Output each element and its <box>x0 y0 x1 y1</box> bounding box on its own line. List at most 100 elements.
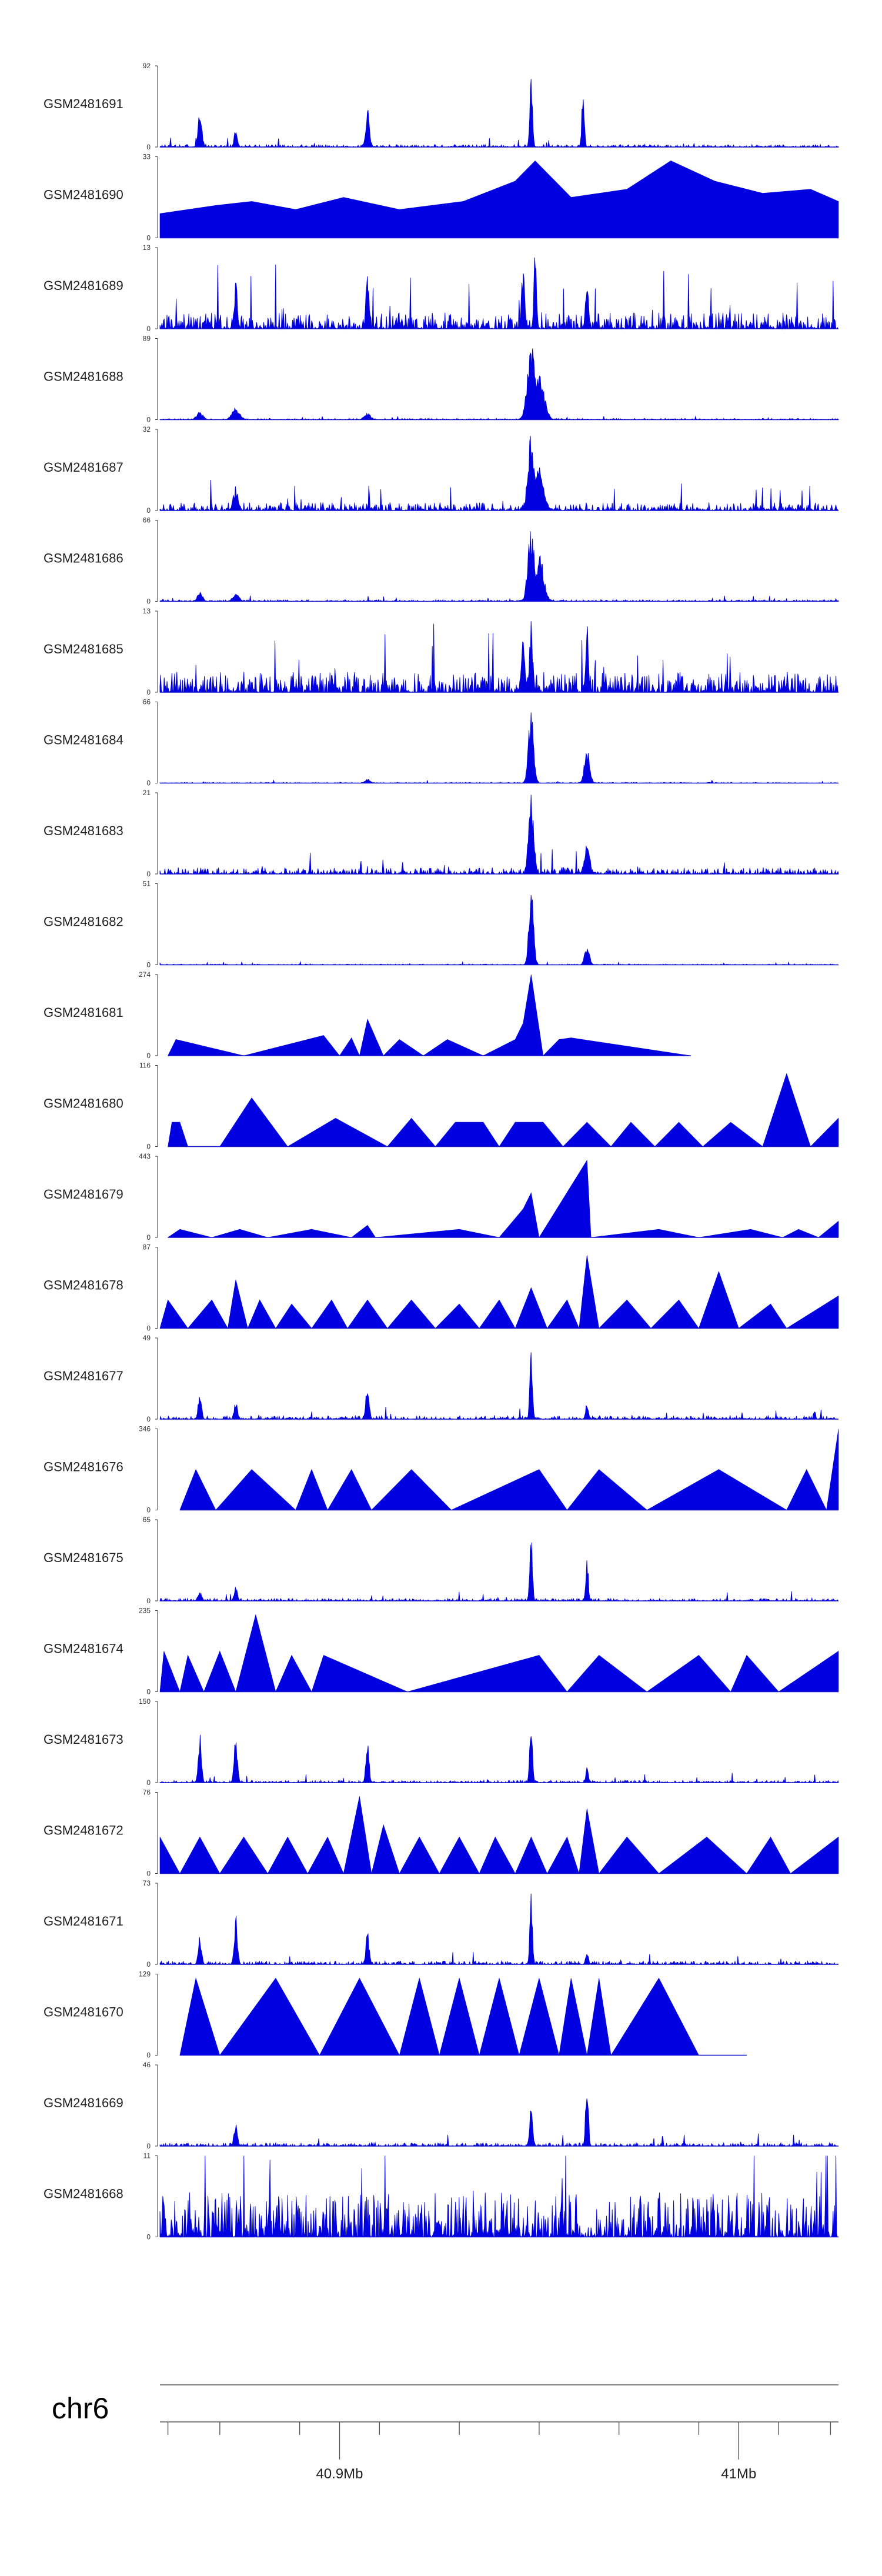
track-label: GSM2481687 <box>44 460 123 475</box>
track-ymin-label: 0 <box>146 1324 151 1333</box>
signal-area <box>159 348 839 421</box>
track-ymax-label: 129 <box>139 1970 151 1978</box>
track-ymin-label: 0 <box>146 506 151 515</box>
track-GSM2481681: GSM2481681 274 0 <box>44 970 691 1060</box>
track-label: GSM2481672 <box>44 1823 123 1838</box>
signal-area <box>159 895 838 966</box>
track-GSM2481683: GSM2481683 21 0 <box>44 789 839 878</box>
track-label: GSM2481688 <box>44 369 123 384</box>
track-ymax-label: 150 <box>139 1697 151 1706</box>
track-ymax-label: 235 <box>139 1607 151 1615</box>
track-ymin-label: 0 <box>146 143 151 151</box>
track-label: GSM2481671 <box>44 1914 123 1928</box>
track-label: GSM2481678 <box>44 1278 123 1293</box>
track-label: GSM2481685 <box>44 642 123 656</box>
signal-area <box>159 1796 839 1874</box>
signal-area <box>168 1073 839 1147</box>
signal-area <box>159 2098 838 2147</box>
signal-area <box>159 1255 839 1329</box>
track-GSM2481677: GSM2481677 49 0 <box>44 1334 839 1423</box>
track-ymax-label: 11 <box>143 2152 151 2160</box>
track-GSM2481682: GSM2481682 51 0 <box>44 880 838 969</box>
track-GSM2481674: GSM2481674 235 0 <box>44 1607 839 1696</box>
track-GSM2481673: GSM2481673 150 0 <box>44 1697 839 1787</box>
track-ymax-label: 89 <box>143 335 151 343</box>
track-label: GSM2481674 <box>44 1641 123 1656</box>
track-ymax-label: 33 <box>143 153 151 161</box>
tracks-layer: GSM2481691920GSM2481690330GSM2481689130G… <box>44 62 839 2241</box>
track-ymax-label: 73 <box>143 1879 151 1887</box>
track-label: GSM2481684 <box>44 733 123 748</box>
track-label: GSM2481677 <box>44 1369 123 1383</box>
track-ymax-label: 13 <box>143 243 151 252</box>
track-label: GSM2481668 <box>44 2187 123 2201</box>
track-GSM2481670: GSM2481670 129 0 <box>44 1970 747 2060</box>
track-GSM2481685: GSM2481685 13 0 <box>44 607 839 696</box>
signal-area <box>159 1734 839 1784</box>
track-label: GSM2481680 <box>44 1096 123 1111</box>
track-ymin-label: 0 <box>146 1143 151 1151</box>
track-GSM2481688: GSM2481688 89 0 <box>44 335 839 424</box>
track-ymin-label: 0 <box>146 1415 151 1423</box>
track-label: GSM2481691 <box>44 96 123 111</box>
signal-area <box>159 712 838 784</box>
signal-area <box>159 436 838 512</box>
track-ymin-label: 0 <box>146 1778 151 1787</box>
track-ymin-label: 0 <box>146 416 151 424</box>
track-label: GSM2481690 <box>44 188 123 202</box>
track-ymax-label: 116 <box>139 1062 151 1070</box>
track-ymax-label: 87 <box>143 1243 151 1252</box>
track-ymin-label: 0 <box>146 870 151 878</box>
signal-area <box>159 257 839 330</box>
track-GSM2481680: GSM2481680 116 0 <box>44 1062 839 1151</box>
track-label: GSM2481673 <box>44 1732 123 1747</box>
track-label: GSM2481683 <box>44 823 123 838</box>
signal-area <box>159 1542 838 1602</box>
track-label: GSM2481670 <box>44 2005 123 2020</box>
track-ymax-label: 346 <box>139 1425 151 1433</box>
track-ymin-label: 0 <box>146 779 151 788</box>
signal-area <box>159 795 839 875</box>
track-ymin-label: 0 <box>146 598 151 606</box>
track-GSM2481671: GSM2481671 73 0 <box>44 1879 839 1968</box>
track-GSM2481691: GSM2481691 92 0 <box>44 62 839 151</box>
track-ymin-label: 0 <box>146 1506 151 1514</box>
track-ymin-label: 0 <box>146 1960 151 1968</box>
track-ymin-label: 0 <box>146 688 151 696</box>
track-ymax-label: 66 <box>143 516 151 525</box>
track-GSM2481675: GSM2481675 65 0 <box>44 1516 838 1605</box>
signal-area <box>179 1429 839 1511</box>
track-GSM2481672: GSM2481672 76 0 <box>44 1788 839 1878</box>
track-label: GSM2481686 <box>44 551 123 566</box>
track-ymin-label: 0 <box>146 1233 151 1242</box>
track-label: GSM2481676 <box>44 1460 123 1474</box>
axis-tick-label: 41Mb <box>721 2466 756 2482</box>
track-GSM2481689: GSM2481689 13 0 <box>44 243 839 333</box>
track-ymax-label: 66 <box>143 698 151 706</box>
signal-area <box>168 974 691 1056</box>
track-ymin-label: 0 <box>146 2233 151 2241</box>
signal-area <box>159 531 839 602</box>
track-GSM2481686: GSM2481686 66 0 <box>44 516 839 606</box>
signal-area <box>179 1977 747 2056</box>
track-ymax-label: 32 <box>143 425 151 433</box>
track-ymax-label: 51 <box>143 880 151 888</box>
track-ymax-label: 49 <box>143 1334 151 1342</box>
track-GSM2481679: GSM2481679 443 0 <box>44 1152 839 1242</box>
track-ymax-label: 13 <box>143 607 151 615</box>
track-ymin-label: 0 <box>146 1597 151 1605</box>
track-ymax-label: 76 <box>143 1788 151 1797</box>
signal-area <box>167 1159 839 1238</box>
genome-axis: chr6 40.9Mb 41Mb <box>52 2384 838 2482</box>
track-ymax-label: 46 <box>143 2061 151 2069</box>
track-label: GSM2481675 <box>44 1550 123 1565</box>
track-ymin-label: 0 <box>146 961 151 969</box>
track-GSM2481668: GSM2481668 11 0 <box>44 2152 839 2241</box>
signal-area <box>159 621 839 693</box>
track-ymin-label: 0 <box>146 1688 151 1696</box>
track-ymax-label: 443 <box>139 1152 151 1160</box>
signal-area <box>159 160 839 238</box>
track-GSM2481676: GSM2481676 346 0 <box>44 1425 839 1514</box>
track-label: GSM2481679 <box>44 1187 123 1202</box>
track-ymin-label: 0 <box>146 325 151 333</box>
